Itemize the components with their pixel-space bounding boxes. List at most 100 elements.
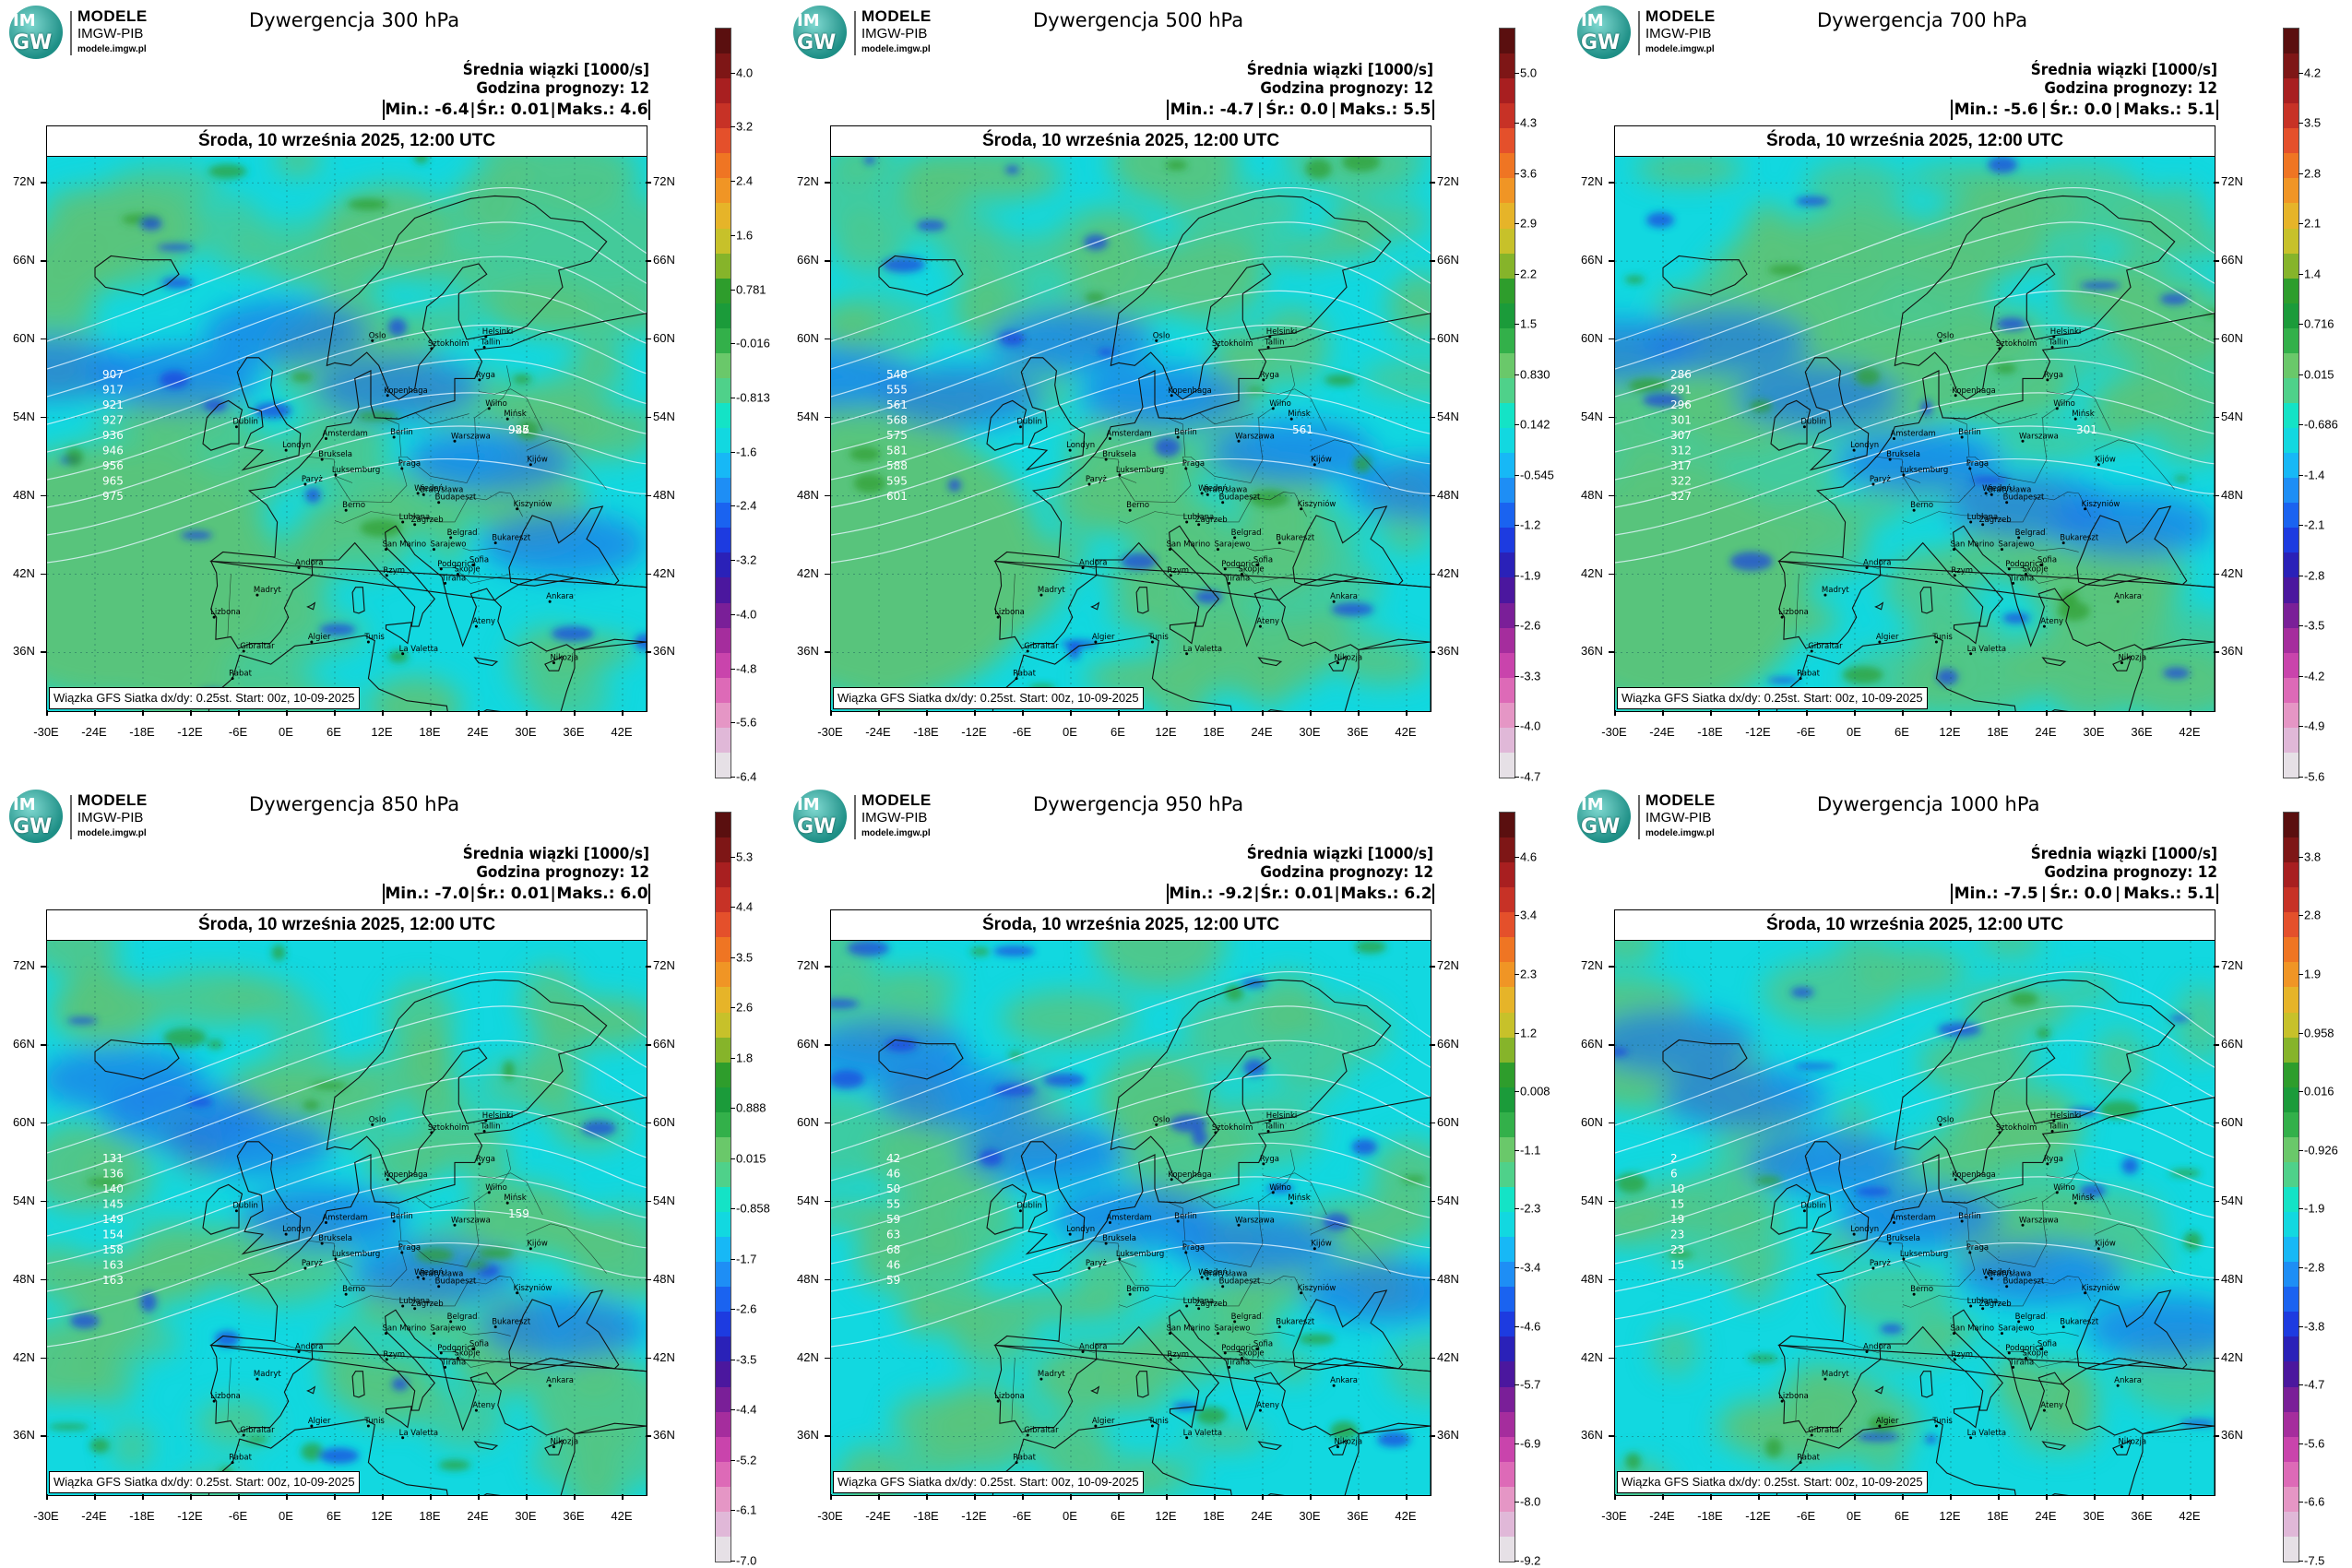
city-label: Ateny: [1256, 1401, 1279, 1410]
lat-label: 48N: [797, 1271, 819, 1286]
city-label: Bratysława: [1988, 1269, 2031, 1278]
axis-tick: [825, 1044, 830, 1046]
divergence-map[interactable]: 286 291 296 301 307 312 317 322 327 301 Oslo Sztokh…: [1615, 157, 2215, 711]
city-marker: [324, 1220, 327, 1224]
city-marker: [1068, 1232, 1072, 1236]
colorbar: [715, 28, 731, 778]
logo-mark-bottom: GW: [1581, 31, 1621, 54]
lat-label: 36N: [2221, 1428, 2243, 1443]
colorbar-swatch: [716, 278, 731, 304]
lon-label: 6E: [1111, 725, 1125, 739]
lat-label: 72N: [13, 958, 35, 973]
city-marker: [430, 347, 434, 350]
city-label: Budapeszt: [2003, 493, 2045, 503]
city-marker: [2116, 1384, 2120, 1387]
lat-label: 42N: [13, 1349, 35, 1364]
stat-max-value: 5.1: [2187, 885, 2215, 903]
stat-min: Min.: -7.0: [385, 885, 469, 903]
city-label: Amsterdam: [1106, 429, 1151, 438]
colorbar-swatch: [1500, 1037, 1515, 1063]
city-marker: [1277, 541, 1281, 545]
lon-label: 12E: [1155, 725, 1177, 739]
city-label: Algier: [1876, 633, 1899, 642]
stat-max-value: 6.2: [1404, 885, 1432, 903]
lat-label: 60N: [2221, 1114, 2243, 1129]
stat-min-value: -7.0: [434, 885, 469, 903]
contour-label: 555: [886, 384, 908, 397]
colorbar-swatch: [1500, 1411, 1515, 1438]
colorbar-label: 0.958: [2304, 1026, 2334, 1040]
logo-mark-bottom: GW: [797, 815, 837, 838]
city-label: Paryż: [302, 475, 323, 484]
axis-tick: [430, 1494, 432, 1500]
city-marker: [453, 1223, 457, 1227]
city-marker: [1865, 565, 1869, 569]
lon-label: -18E: [913, 1509, 939, 1523]
axis-tick: [2190, 710, 2192, 716]
axis-tick: [646, 182, 651, 184]
colorbar-swatch: [716, 78, 731, 104]
city-label: Kopenhaga: [384, 1170, 428, 1180]
city-label: Tallin: [2048, 338, 2068, 347]
city-marker: [1865, 1349, 1869, 1353]
colorbar-swatch: [2284, 1336, 2299, 1362]
divergence-map[interactable]: 42 46 50 55 59 63 68 46 59 Oslo Sztokholm Helsinki T…: [831, 941, 1431, 1495]
city-marker: [1197, 523, 1201, 527]
colorbar-swatch: [1500, 862, 1515, 888]
city-label: Mińsk: [2072, 410, 2095, 419]
axis-tick: [825, 494, 830, 497]
colorbar-swatch: [716, 962, 731, 988]
city-label: La Valetta: [1967, 1429, 2006, 1438]
coastlines: [94, 979, 647, 1495]
colorbar-swatch: [2284, 1361, 2299, 1388]
contour-label: 163: [102, 1259, 124, 1272]
divergence-map[interactable]: 2 6 10 15 19 23 23 15 Oslo Sztokholm Helsinki Talli…: [1615, 941, 2215, 1495]
colorbar-swatch: [1500, 702, 1515, 729]
axis-tick: [646, 260, 651, 262]
divergence-map[interactable]: 548 555 561 568 575 581 588 595 601 561 Oslo Sztokh…: [831, 157, 1431, 711]
city-marker: [1176, 1219, 1180, 1223]
city-marker: [1214, 1131, 1218, 1134]
coastlines: [94, 195, 647, 711]
city-marker: [1185, 1304, 1189, 1308]
city-marker: [334, 473, 338, 477]
colorbar-swatch: [716, 1486, 731, 1513]
lon-label: -6E: [228, 1509, 248, 1523]
model-credit: Wiązka GFS Siatka dx/dy: 0.25st. Start: …: [1617, 687, 1928, 709]
city-marker: [2073, 1201, 2077, 1205]
city-marker: [1039, 1377, 1043, 1381]
divergence-map[interactable]: 907 917 921 927 936 946 956 965 975 985 927 936 Oslo…: [47, 157, 647, 711]
map-frame: Środa, 10 września 2025, 12:00 UTC 286 29…: [1614, 125, 2215, 712]
axis-tick: [1609, 1044, 1614, 1046]
lat-label: 54N: [1437, 1193, 1459, 1207]
lon-label: 0E: [1063, 1509, 1077, 1523]
stat-max-value: 5.1: [2187, 101, 2215, 119]
contour-label: 581: [886, 445, 908, 457]
colorbar-tick: [1515, 1091, 1519, 1093]
lon-label: -6E: [1012, 725, 1032, 739]
colorbar-swatch: [1500, 627, 1515, 654]
colorbar-label: 1.2: [1520, 1026, 1538, 1040]
lon-label: -30E: [33, 725, 59, 739]
divergence-map[interactable]: 131 136 140 145 149 154 158 163 163 159 Oslo Sztokh…: [47, 941, 647, 1495]
axis-tick: [1166, 710, 1168, 716]
lat-label: 54N: [13, 1193, 35, 1207]
lat-label: 66N: [797, 253, 819, 267]
axis-tick: [1430, 1044, 1435, 1046]
colorbar-tick: [1515, 726, 1519, 728]
axis-tick: [1609, 1435, 1614, 1437]
city-label: Tallin: [480, 1122, 500, 1131]
stats-bar: Min.: -4.7 | Śr.: 0.0 | Maks.: 5.5: [1167, 100, 1434, 120]
city-label: Helsinki: [2050, 1111, 2081, 1121]
city-marker: [1258, 624, 1262, 628]
colorbar-swatch: [2284, 602, 2299, 629]
stat-avg-value: 0.01: [510, 101, 550, 119]
city-label: Zagrzeb: [411, 1300, 444, 1309]
lon-label: 24E: [1251, 1509, 1273, 1523]
logo-title: MODELE: [77, 791, 148, 809]
colorbar-label: 5.3: [736, 849, 754, 864]
colorbar-label: -4.2: [2304, 669, 2325, 683]
lon-label: 6E: [327, 725, 341, 739]
city-label: Tirana: [1225, 1358, 1251, 1367]
contour-label: 140: [102, 1182, 124, 1195]
